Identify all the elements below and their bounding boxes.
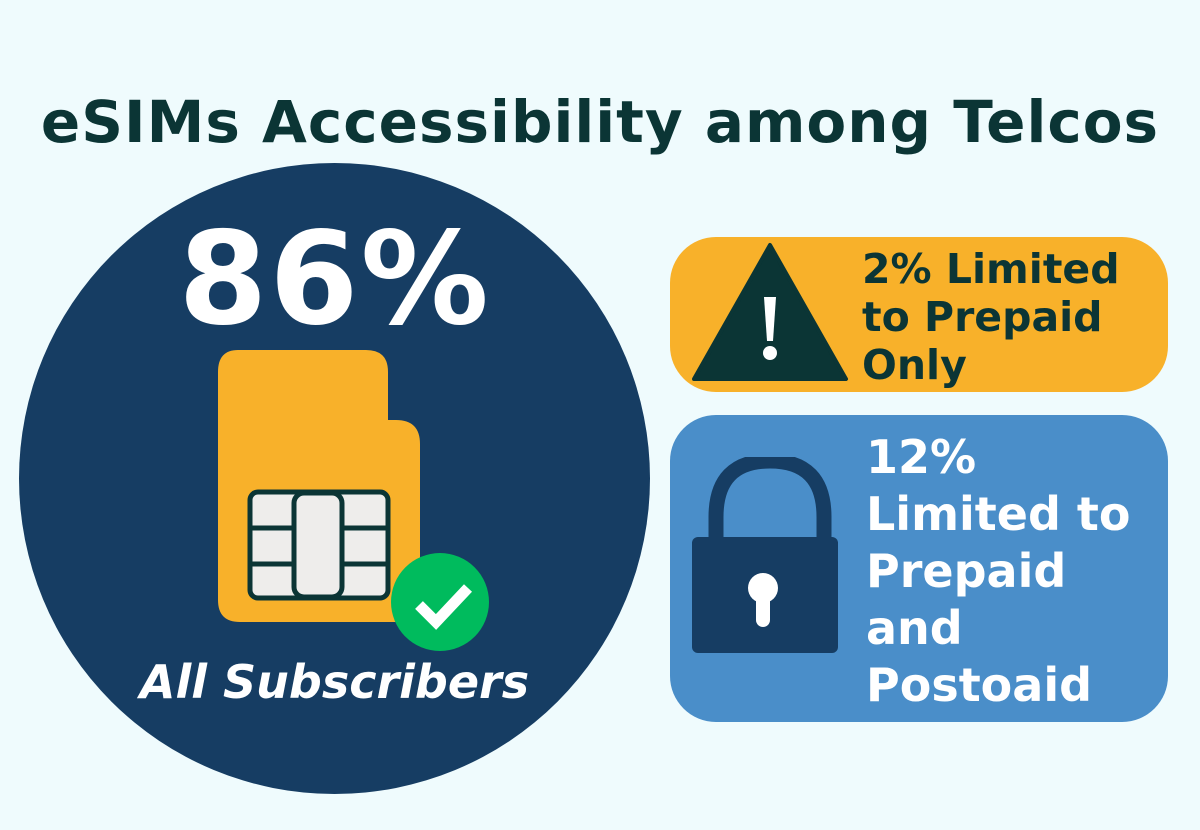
check-badge-icon xyxy=(391,553,489,651)
card-line: 12% xyxy=(866,430,977,484)
prepaid-only-text: 2% Limited to Prepaid Only xyxy=(862,245,1120,389)
card-line: Prepaid xyxy=(866,544,1067,598)
main-stat-value: 86% xyxy=(178,205,491,354)
card-line: and xyxy=(866,601,963,655)
card-line: Only xyxy=(862,341,967,389)
main-stat-label: All Subscribers xyxy=(139,655,530,709)
prepaid-postpaid-card: 12% Limited to Prepaid and Postoaid xyxy=(670,415,1168,722)
prepaid-only-card: 2% Limited to Prepaid Only xyxy=(670,237,1168,392)
card-line: Limited to xyxy=(866,487,1131,541)
card-line: Postoaid xyxy=(866,658,1093,712)
sim-card-check-icon xyxy=(218,350,489,651)
card-line: 2% Limited xyxy=(862,245,1120,293)
card-line: to Prepaid xyxy=(862,293,1103,341)
prepaid-postpaid-text: 12% Limited to Prepaid and Postoaid xyxy=(866,429,1131,714)
padlock-icon xyxy=(692,457,838,653)
page-title: eSIMs Accessibility among Telcos xyxy=(40,88,1160,156)
warning-triangle-icon xyxy=(692,243,848,381)
